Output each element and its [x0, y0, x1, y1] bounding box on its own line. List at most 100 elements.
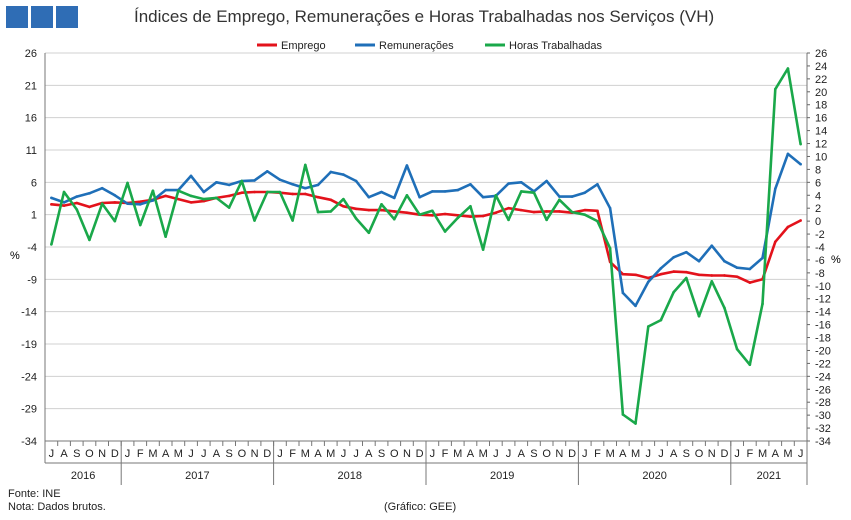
month-label-19: F: [289, 448, 296, 460]
right-axis: 26242220181614121086420-2-4-6-8-10-12-14…: [807, 48, 831, 448]
series-0-point-14: [227, 194, 231, 198]
month-label-50: S: [683, 448, 690, 460]
series-2-point-43: [596, 219, 599, 223]
month-label-11: J: [188, 448, 194, 460]
month-label-24: J: [353, 448, 359, 460]
series-0-point-37: [519, 208, 523, 212]
series-2-point-36: [507, 218, 510, 222]
grid: [45, 52, 807, 442]
series-1-point-30: [431, 190, 434, 193]
logo-square-3: [56, 6, 78, 28]
series-2-point-39: [545, 218, 548, 222]
right-tick-label-2: 22: [815, 74, 827, 86]
series-0-point-11: [189, 201, 193, 204]
series-0-point-47: [646, 276, 650, 280]
footer-source: Fonte: INE: [8, 488, 61, 500]
series-2-point-51: [697, 314, 701, 318]
series-1-point-31: [443, 190, 447, 193]
month-label-20: M: [301, 448, 310, 460]
series-0-point-36: [507, 206, 510, 210]
series-0-point-30: [431, 214, 434, 217]
month-label-59: J: [798, 448, 804, 460]
right-tick-label-4: 18: [815, 100, 827, 112]
right-tick-label-26: -26: [815, 384, 831, 396]
series-1-point-44: [608, 206, 612, 210]
series-2-point-57: [773, 87, 777, 91]
series-0-point-1: [62, 204, 66, 207]
series-2-point-13: [215, 196, 218, 200]
month-label-40: N: [555, 448, 563, 460]
month-label-43: F: [594, 448, 601, 460]
right-tick-label-15: -4: [815, 242, 825, 254]
series-1-point-52: [710, 244, 714, 248]
right-tick-label-5: 16: [815, 113, 827, 125]
series-1-point-49: [672, 256, 675, 259]
right-tick-label-30: -34: [815, 436, 831, 448]
month-label-6: J: [125, 448, 131, 460]
series-2-point-50: [685, 276, 688, 280]
series-2-point-18: [278, 190, 282, 194]
month-label-35: J: [493, 448, 499, 460]
month-label-30: J: [430, 448, 436, 460]
series-1-point-45: [621, 291, 625, 295]
series-2-point-17: [265, 190, 269, 194]
right-tick-label-23: -20: [815, 345, 831, 357]
series-0-point-2: [75, 201, 79, 205]
series-1-point-12: [202, 190, 206, 194]
month-label-2: S: [73, 448, 80, 460]
series-0-point-43: [596, 209, 599, 213]
series-0-point-20: [304, 192, 307, 196]
year-label-2019: 2019: [490, 470, 514, 482]
series-2-point-14: [227, 206, 231, 209]
series-1-point-26: [380, 190, 383, 194]
month-label-45: A: [619, 448, 627, 460]
series-1-point-7: [138, 203, 142, 206]
series-1-point-29: [418, 195, 421, 199]
series-1-point-28: [405, 164, 409, 167]
month-label-56: M: [758, 448, 767, 460]
series-0-point-50: [685, 270, 688, 274]
month-label-8: M: [148, 448, 157, 460]
month-label-12: J: [201, 448, 207, 460]
series-0-point-21: [316, 195, 320, 199]
left-tick-label-10: -24: [21, 371, 37, 383]
series-1-point-18: [278, 178, 282, 182]
series-2-point-7: [138, 223, 142, 227]
month-label-23: J: [341, 448, 347, 460]
chart-title: Índices de Emprego, Remunerações e Horas…: [134, 7, 715, 26]
right-tick-label-3: 20: [815, 87, 827, 99]
series-2-point-16: [253, 219, 256, 222]
logo-square-1: [6, 6, 28, 28]
left-tick-label-0: 26: [25, 48, 37, 60]
month-label-9: A: [162, 448, 170, 460]
year-label-2017: 2017: [185, 470, 209, 482]
year-label-2021: 2021: [757, 470, 781, 482]
series-2-point-55: [748, 363, 752, 366]
legend-label-0: Emprego: [281, 40, 326, 52]
series-1-point-6: [126, 202, 129, 205]
series-2-point-45: [621, 413, 625, 416]
series-1-point-48: [659, 267, 663, 270]
month-label-57: A: [772, 448, 780, 460]
series-1-point-56: [761, 256, 764, 260]
series-2-point-4: [100, 202, 104, 205]
month-label-1: A: [60, 448, 68, 460]
month-label-32: M: [453, 448, 462, 460]
series-1-point-32: [456, 188, 460, 192]
left-tick-label-2: 16: [25, 113, 37, 125]
month-label-53: D: [720, 448, 728, 460]
month-label-28: N: [403, 448, 411, 460]
series-0-point-42: [583, 208, 587, 212]
series-1-point-25: [367, 195, 371, 199]
right-tick-label-24: -22: [815, 358, 831, 370]
series-2-point-24: [354, 217, 358, 220]
month-label-4: N: [98, 448, 106, 460]
series-0-point-51: [697, 273, 701, 277]
right-tick-label-28: -30: [815, 410, 831, 422]
month-label-42: J: [582, 448, 588, 460]
series-1-point-19: [291, 182, 294, 186]
series-0-point-28: [405, 211, 409, 215]
series-0-point-57: [773, 240, 777, 244]
series-2-point-41: [570, 210, 574, 214]
series-2-point-46: [634, 422, 637, 425]
